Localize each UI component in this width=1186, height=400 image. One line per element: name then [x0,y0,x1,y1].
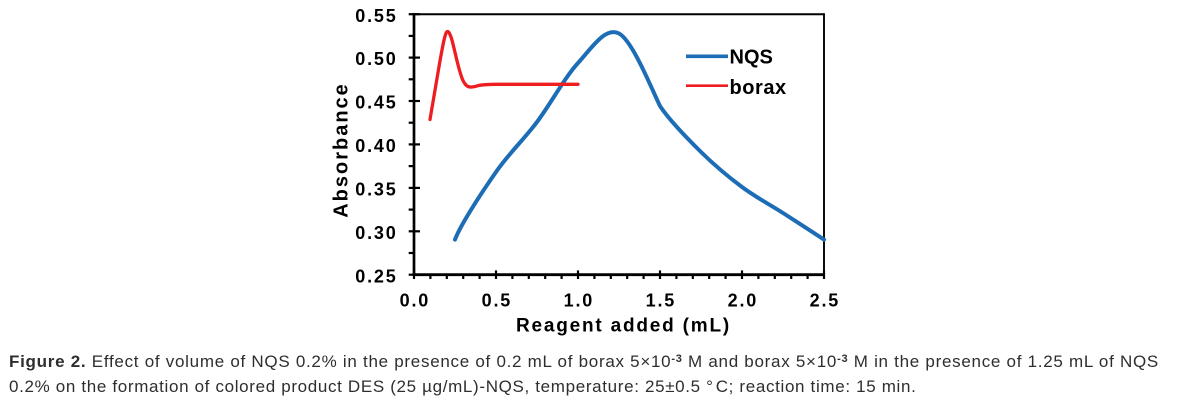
svg-text:0.50: 0.50 [355,49,397,69]
svg-text:0.0: 0.0 [400,291,430,311]
svg-text:borax: borax [730,77,787,99]
svg-text:1.5: 1.5 [646,291,676,311]
svg-text:2.0: 2.0 [728,291,758,311]
svg-text:0.35: 0.35 [355,180,397,200]
svg-text:0.5: 0.5 [482,291,512,311]
svg-text:Reagent added (mL): Reagent added (mL) [516,315,731,336]
svg-text:0.25: 0.25 [355,266,397,286]
svg-text:2.5: 2.5 [810,291,840,311]
svg-text:0.40: 0.40 [355,136,397,156]
svg-text:Absorbance: Absorbance [331,82,353,218]
svg-text:1.0: 1.0 [564,291,594,311]
svg-text:0.55: 0.55 [355,6,397,26]
svg-text:0.30: 0.30 [355,223,397,243]
svg-text:0.45: 0.45 [355,93,397,113]
svg-text:NQS: NQS [730,47,773,69]
